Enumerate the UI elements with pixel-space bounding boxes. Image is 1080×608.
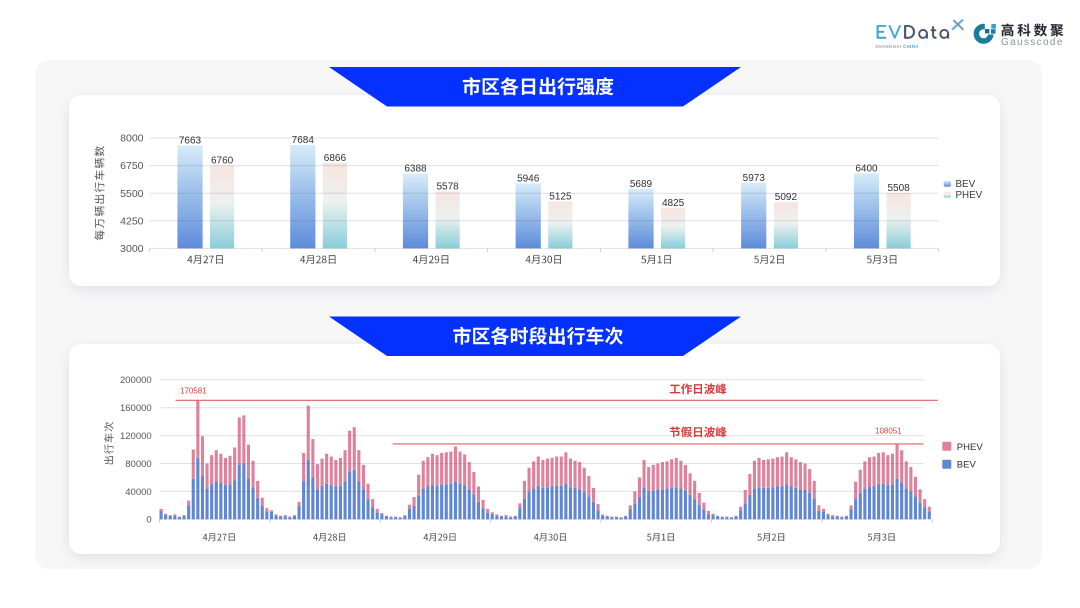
svg-text:5125: 5125 (549, 192, 572, 203)
svg-text:PHEV: PHEV (957, 442, 984, 453)
svg-text:0: 0 (146, 515, 151, 526)
svg-text:6750: 6750 (120, 160, 144, 172)
svg-text:5689: 5689 (630, 179, 653, 190)
svg-text:6866: 6866 (324, 153, 347, 164)
svg-text:4825: 4825 (662, 198, 685, 209)
svg-text:5500: 5500 (120, 188, 144, 200)
svg-text:BEV: BEV (957, 460, 977, 471)
svg-text:SHANGHAI CHINA: SHANGHAI CHINA (875, 44, 919, 49)
svg-text:6760: 6760 (211, 155, 234, 166)
svg-text:5578: 5578 (436, 182, 459, 193)
svg-text:7663: 7663 (179, 135, 202, 146)
svg-text:200000: 200000 (120, 375, 152, 386)
svg-text:PHEV: PHEV (956, 190, 983, 201)
svg-text:Gausscode: Gausscode (1001, 37, 1064, 48)
svg-text:160000: 160000 (120, 403, 152, 414)
svg-text:5946: 5946 (517, 173, 540, 184)
svg-text:6400: 6400 (855, 163, 878, 174)
svg-text:4250: 4250 (120, 215, 144, 227)
svg-text:8000: 8000 (120, 133, 144, 145)
svg-text:120000: 120000 (120, 431, 152, 442)
svg-text:80000: 80000 (125, 459, 151, 470)
svg-text:6388: 6388 (404, 164, 427, 175)
svg-text:3000: 3000 (120, 243, 144, 255)
svg-text:5508: 5508 (887, 183, 910, 194)
svg-text:BEV: BEV (956, 179, 976, 190)
svg-text:5973: 5973 (743, 173, 766, 184)
svg-text:40000: 40000 (125, 487, 151, 498)
svg-text:108051: 108051 (875, 426, 902, 435)
svg-text:170581: 170581 (180, 386, 207, 395)
svg-text:5092: 5092 (775, 192, 798, 203)
svg-text:7684: 7684 (292, 135, 315, 146)
